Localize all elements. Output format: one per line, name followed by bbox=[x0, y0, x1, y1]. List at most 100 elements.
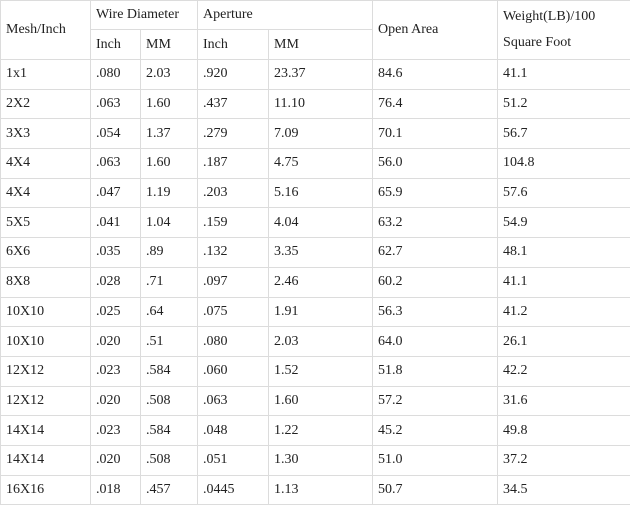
table-cell: 51.2 bbox=[497, 88, 630, 120]
table-cell: 3.35 bbox=[268, 237, 374, 268]
table-row: 5X5.041 1.04.159 4.04 63.2 54.9 bbox=[0, 207, 630, 239]
table-cell: 23.37 bbox=[268, 59, 374, 90]
table-cell: 57.6 bbox=[497, 177, 630, 209]
subheader-cell: Inch bbox=[197, 29, 270, 60]
table-row: 4X4.063 1.60.187 4.75 56.0 104.8 bbox=[0, 148, 630, 179]
table-cell: .075 bbox=[197, 296, 270, 328]
table-row: 2X2.063 1.60.437 11.10 76.4 51.2 bbox=[0, 88, 630, 120]
table-cell: .080 bbox=[90, 59, 141, 90]
table-row: 12X12.023.584.060 1.52 51.8 42.2 bbox=[0, 355, 630, 387]
table-cell: .64 bbox=[139, 296, 199, 328]
table-cell: .132 bbox=[197, 237, 270, 268]
table-cell: 84.6 bbox=[372, 59, 499, 90]
table-cell: .89 bbox=[139, 237, 199, 268]
table-row: 10X10.025.64.075 1.91 56.3 41.2 bbox=[0, 296, 630, 328]
table-cell: .187 bbox=[197, 148, 270, 179]
table-cell: .508 bbox=[139, 444, 199, 476]
table-cell: 2.46 bbox=[268, 266, 374, 298]
table-cell: 1.52 bbox=[268, 355, 374, 387]
table-cell: 41.1 bbox=[497, 266, 630, 298]
table-cell: 56.0 bbox=[372, 148, 499, 179]
table-cell: 2.03 bbox=[139, 59, 199, 90]
table-cell: 54.9 bbox=[497, 207, 630, 239]
table-cell: 48.1 bbox=[497, 237, 630, 268]
table-cell: 3X3 bbox=[0, 118, 91, 150]
table-cell: .035 bbox=[90, 237, 141, 268]
table-cell: 63.2 bbox=[372, 207, 499, 239]
table-cell: .020 bbox=[90, 444, 141, 476]
table-cell: .457 bbox=[139, 474, 199, 505]
table-cell: .041 bbox=[90, 207, 141, 239]
header-cell: Mesh/Inch bbox=[0, 0, 91, 60]
table-cell: 70.1 bbox=[372, 118, 499, 150]
table-cell: 5.16 bbox=[268, 177, 374, 209]
table-cell: 41.2 bbox=[497, 296, 630, 328]
table-cell: 50.7 bbox=[372, 474, 499, 505]
table-cell: .028 bbox=[90, 266, 141, 298]
table-cell: 31.6 bbox=[497, 385, 630, 417]
table-cell: 76.4 bbox=[372, 88, 499, 120]
table-cell: 16X16 bbox=[0, 474, 91, 505]
header-cell: Aperture bbox=[197, 0, 374, 30]
table-row: 16X16.018.457.0445 1.13 50.7 34.5 bbox=[0, 474, 630, 505]
table-cell: .018 bbox=[90, 474, 141, 505]
table-row: 1x1.080 2.03.920 23.37 84.6 41.1 bbox=[0, 59, 630, 90]
table-cell: 57.2 bbox=[372, 385, 499, 417]
table-cell: .025 bbox=[90, 296, 141, 328]
table-cell: .203 bbox=[197, 177, 270, 209]
table-cell: 1.60 bbox=[268, 385, 374, 417]
table-cell: 1x1 bbox=[0, 59, 91, 90]
table-cell: 5X5 bbox=[0, 207, 91, 239]
table-row: 12X12.020.508.063 1.60 57.2 31.6 bbox=[0, 385, 630, 417]
table-cell: .051 bbox=[197, 444, 270, 476]
table-cell: .279 bbox=[197, 118, 270, 150]
table-cell: .0445 bbox=[197, 474, 270, 505]
table-cell: .023 bbox=[90, 415, 141, 446]
table-cell: .920 bbox=[197, 59, 270, 90]
table-cell: 1.30 bbox=[268, 444, 374, 476]
header-cell: Open Area bbox=[372, 0, 499, 60]
table-cell: 14X14 bbox=[0, 444, 91, 476]
table-row: 10X10.020.51.080 2.03 64.0 26.1 bbox=[0, 326, 630, 357]
table-body: 1x1.080 2.03.920 23.37 84.6 41.1 2X2.063 1.60.… bbox=[0, 59, 630, 505]
header-text: Square Foot bbox=[503, 35, 572, 50]
table-cell: 12X12 bbox=[0, 355, 91, 387]
table-cell: .023 bbox=[90, 355, 141, 387]
table-cell: 51.0 bbox=[372, 444, 499, 476]
table-cell: 60.2 bbox=[372, 266, 499, 298]
table-cell: .063 bbox=[197, 385, 270, 417]
table-cell: 62.7 bbox=[372, 237, 499, 268]
table-cell: 10X10 bbox=[0, 326, 91, 357]
table-cell: 1.13 bbox=[268, 474, 374, 505]
table-row: 3X3.054 1.37.279 7.09 70.1 56.7 bbox=[0, 118, 630, 150]
table-row: 14X14.023.584.048 1.22 45.2 49.8 bbox=[0, 415, 630, 446]
table-cell: .020 bbox=[90, 385, 141, 417]
table-cell: .063 bbox=[90, 148, 141, 179]
table-cell: 51.8 bbox=[372, 355, 499, 387]
table-cell: 8X8 bbox=[0, 266, 91, 298]
table-cell: 49.8 bbox=[497, 415, 630, 446]
header-cell: Wire Diameter bbox=[89, 0, 199, 30]
table-cell: .020 bbox=[90, 326, 141, 357]
table-cell: 45.2 bbox=[372, 415, 499, 446]
table-cell: 37.2 bbox=[497, 444, 630, 476]
table-cell: .097 bbox=[197, 266, 270, 298]
table-row: 6X6.035.89.132 3.35 62.7 48.1 bbox=[0, 237, 630, 268]
table-cell: 4.04 bbox=[268, 207, 374, 239]
table-cell: 1.22 bbox=[268, 415, 374, 446]
table-cell: 104.8 bbox=[497, 148, 630, 179]
table-cell: .51 bbox=[139, 326, 199, 357]
table-cell: 1.37 bbox=[139, 118, 199, 150]
table-cell: 4X4 bbox=[0, 148, 91, 179]
table-cell: 12X12 bbox=[0, 385, 91, 417]
table-cell: 11.10 bbox=[268, 88, 374, 120]
table-cell: 2X2 bbox=[0, 88, 91, 120]
table-cell: .048 bbox=[197, 415, 270, 446]
table-cell: .584 bbox=[139, 355, 199, 387]
table-cell: 7.09 bbox=[268, 118, 374, 150]
table-cell: 34.5 bbox=[497, 474, 630, 505]
table-row: 14X14.020.508.051 1.30 51.0 37.2 bbox=[0, 444, 630, 476]
table-cell: 1.60 bbox=[139, 148, 199, 179]
table-cell: .159 bbox=[197, 207, 270, 239]
table-cell: 10X10 bbox=[0, 296, 91, 328]
